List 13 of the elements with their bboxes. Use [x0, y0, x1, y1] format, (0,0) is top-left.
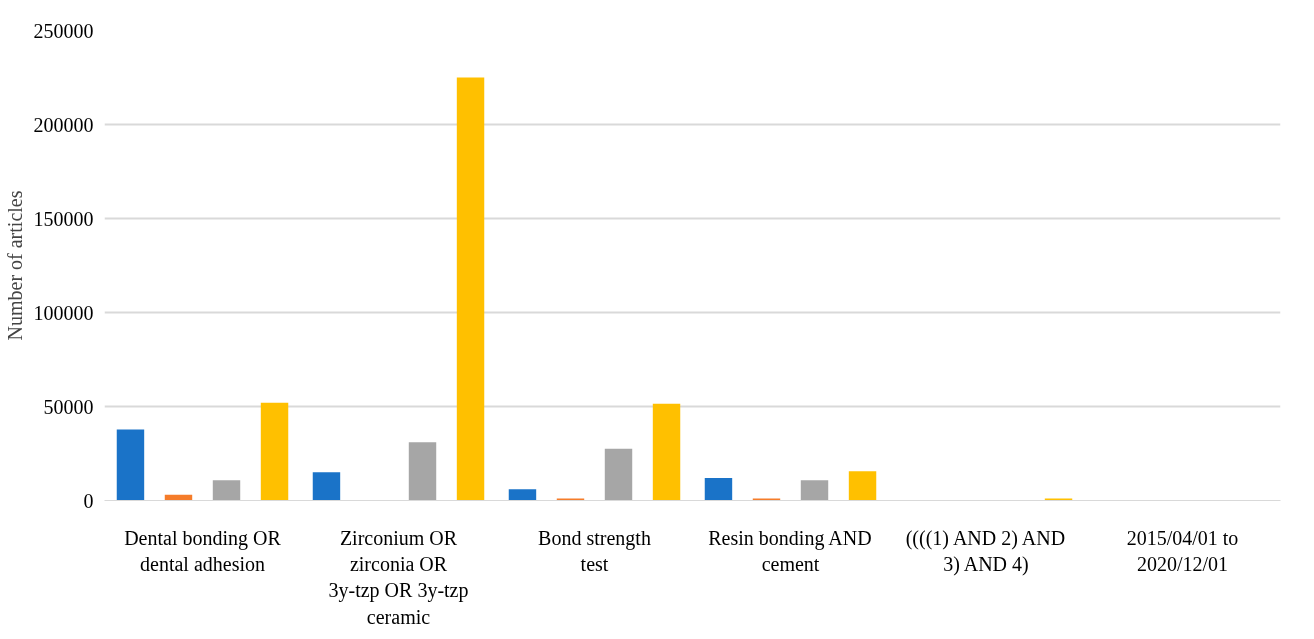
- x-tick-label: Bond strength test: [538, 526, 651, 575]
- x-tick-label: Zirconium OR zirconia OR 3y-tzp OR 3y-tzp ceramic: [328, 526, 469, 628]
- y-tick-label: 50000: [43, 395, 94, 418]
- x-tick-label: Resin bonding AND cement: [708, 526, 872, 575]
- y-tick-label: 0: [83, 489, 94, 512]
- x-tick-label: 2015/04/01 to 2020/12/01: [1126, 526, 1239, 575]
- y-tick-label: 250000: [33, 19, 94, 42]
- y-axis-title: Number of articles: [3, 190, 26, 341]
- x-tick-label: ((((1) AND 2) AND 3) AND 4): [905, 526, 1066, 576]
- y-tick-label: 200000: [33, 113, 94, 136]
- y-tick-label: 150000: [33, 207, 94, 230]
- y-tick-label: 100000: [33, 301, 94, 324]
- x-tick-label: Dental bonding OR dental adhesion: [124, 526, 282, 575]
